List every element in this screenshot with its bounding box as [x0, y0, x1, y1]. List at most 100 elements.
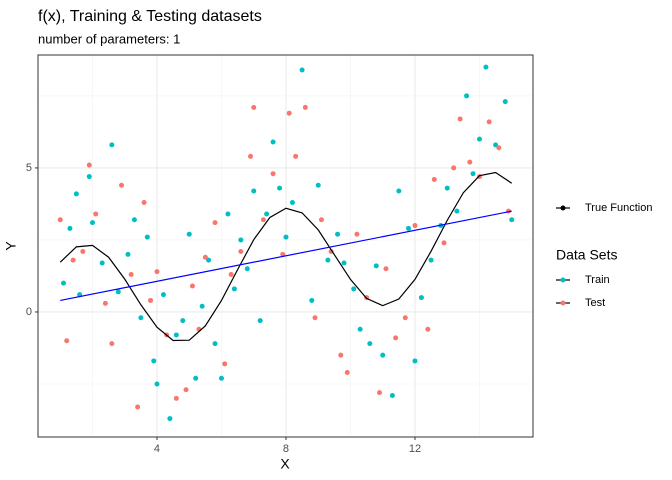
data-point — [380, 352, 386, 358]
data-point — [406, 225, 412, 231]
data-point — [189, 283, 195, 289]
data-point — [328, 248, 334, 254]
data-point — [302, 104, 308, 110]
data-point — [289, 199, 295, 205]
data-point — [470, 171, 476, 177]
data-point — [238, 237, 244, 243]
data-point — [115, 289, 121, 295]
data-point — [231, 286, 237, 292]
data-point — [238, 248, 244, 254]
data-point — [199, 303, 205, 309]
data-point — [80, 248, 86, 254]
data-point — [257, 318, 263, 324]
data-point — [154, 269, 160, 275]
data-point — [202, 254, 208, 260]
data-point — [218, 375, 224, 381]
x-tick-label: 8 — [283, 443, 289, 455]
data-point — [248, 153, 254, 159]
legend-label: Train — [585, 274, 610, 286]
data-point — [270, 171, 276, 177]
data-point — [64, 338, 70, 344]
data-point — [186, 231, 192, 237]
data-point — [428, 257, 434, 263]
data-point — [286, 110, 292, 116]
data-point — [467, 159, 473, 165]
data-point — [496, 145, 502, 151]
data-point — [412, 358, 418, 364]
data-point — [173, 395, 179, 401]
data-point — [425, 326, 431, 332]
data-point — [167, 416, 173, 422]
data-point — [451, 165, 457, 171]
data-point — [212, 341, 218, 347]
data-point — [270, 139, 276, 145]
data-point — [225, 211, 231, 217]
data-point — [86, 174, 92, 180]
legend-marker — [560, 205, 566, 211]
data-point — [251, 188, 257, 194]
x-tick-label: 12 — [409, 443, 421, 455]
data-point — [325, 257, 331, 263]
data-point — [277, 185, 283, 191]
data-point — [251, 104, 257, 110]
x-axis-label: X — [280, 456, 290, 472]
data-point — [351, 286, 357, 292]
line — [60, 210, 512, 302]
y-tick-label: 0 — [26, 306, 32, 318]
data-point — [109, 341, 115, 347]
data-point — [431, 176, 437, 182]
data-point — [128, 272, 134, 278]
data-point — [206, 257, 212, 263]
data-point — [502, 99, 508, 105]
data-point — [476, 136, 482, 142]
data-point — [93, 211, 99, 217]
data-point — [509, 217, 515, 223]
plot-area — [57, 64, 515, 422]
data-point — [99, 260, 105, 266]
data-point — [86, 162, 92, 168]
data-point — [312, 315, 318, 321]
chart-subtitle: number of parameters: 1 — [38, 31, 180, 46]
data-point — [60, 280, 66, 286]
data-point — [212, 220, 218, 226]
legend-label: Test — [585, 297, 605, 309]
data-point — [119, 182, 125, 188]
data-point — [283, 234, 289, 240]
data-point — [102, 300, 108, 306]
legend-marker — [560, 300, 566, 306]
data-point — [396, 188, 402, 194]
data-point — [131, 217, 137, 223]
data-point — [444, 185, 450, 191]
data-point — [412, 223, 418, 229]
data-point — [222, 361, 228, 367]
data-point — [67, 225, 73, 231]
data-point — [151, 358, 157, 364]
line — [59, 171, 513, 342]
data-point — [383, 266, 389, 272]
data-point — [341, 260, 347, 266]
data-point — [377, 390, 383, 396]
data-point — [138, 315, 144, 321]
data-point — [160, 292, 166, 298]
data-point — [486, 119, 492, 125]
data-point — [89, 220, 95, 226]
data-point — [141, 199, 147, 205]
data-point — [148, 297, 154, 303]
data-point — [264, 211, 270, 217]
data-point — [367, 341, 373, 347]
data-point — [260, 217, 266, 223]
data-point — [318, 217, 324, 223]
data-point — [402, 315, 408, 321]
data-point — [70, 257, 76, 263]
data-point — [315, 182, 321, 188]
data-point — [154, 381, 160, 387]
data-point — [173, 332, 179, 338]
data-point — [244, 266, 250, 272]
data-point — [135, 404, 141, 410]
data-point — [338, 352, 344, 358]
data-point — [454, 208, 460, 214]
data-point — [344, 369, 350, 375]
data-point — [389, 393, 395, 399]
